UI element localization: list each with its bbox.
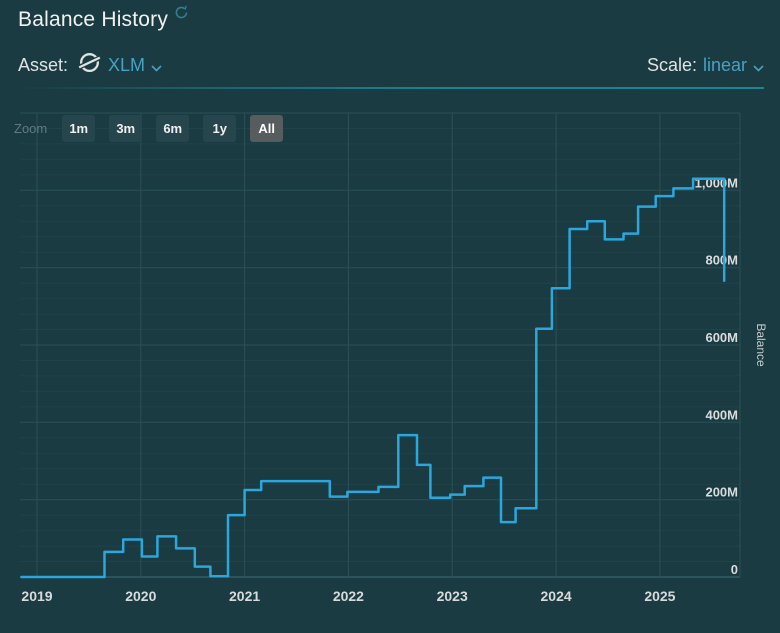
- chevron-down-icon[interactable]: [753, 56, 764, 77]
- x-axis-tick-label: 2024: [541, 588, 572, 604]
- page-title: Balance History: [18, 8, 169, 31]
- y-axis-tick-label: 400M: [705, 407, 738, 422]
- y-axis-tick-label: 200M: [705, 485, 738, 500]
- y-axis-tick-label: 800M: [705, 253, 738, 268]
- stellar-logo-icon: [76, 51, 103, 79]
- y-axis-title: Balance: [754, 323, 768, 367]
- zoom-button-6m[interactable]: 6m: [156, 115, 190, 142]
- asset-label: Asset:: [18, 54, 69, 75]
- zoom-button-1m[interactable]: 1m: [62, 115, 96, 142]
- scale-selector[interactable]: Scale: linear: [647, 53, 764, 77]
- x-axis-tick-label: 2020: [125, 588, 156, 604]
- y-axis-tick-label: 0: [731, 562, 738, 577]
- x-axis-tick-label: 2023: [437, 588, 468, 604]
- asset-selector[interactable]: Asset: XLM: [18, 51, 162, 79]
- divider: [18, 87, 764, 89]
- zoom-button-1y[interactable]: 1y: [203, 115, 237, 142]
- range-selector: Zoom 1m 3m 6m 1y All: [14, 115, 284, 142]
- x-axis-tick-label: 2025: [644, 588, 675, 604]
- chevron-down-icon[interactable]: [151, 56, 162, 77]
- x-axis-tick-label: 2022: [333, 588, 364, 604]
- zoom-label: Zoom: [14, 121, 48, 136]
- x-axis-tick-label: 2019: [21, 588, 52, 604]
- section-link-icon[interactable]: [174, 5, 189, 25]
- x-axis-tick-label: 2021: [229, 588, 260, 604]
- scale-label: Scale:: [646, 54, 697, 75]
- asset-value[interactable]: XLM: [108, 54, 146, 75]
- balance-series-line: [20, 177, 726, 579]
- controls-row: Asset: XLM Scale: linear: [18, 51, 764, 79]
- scale-value[interactable]: linear: [702, 54, 747, 75]
- y-axis-tick-label: 600M: [705, 330, 738, 345]
- zoom-button-3m[interactable]: 3m: [109, 115, 143, 142]
- zoom-button-all[interactable]: All: [250, 115, 284, 142]
- title-row: Balance History: [18, 5, 189, 32]
